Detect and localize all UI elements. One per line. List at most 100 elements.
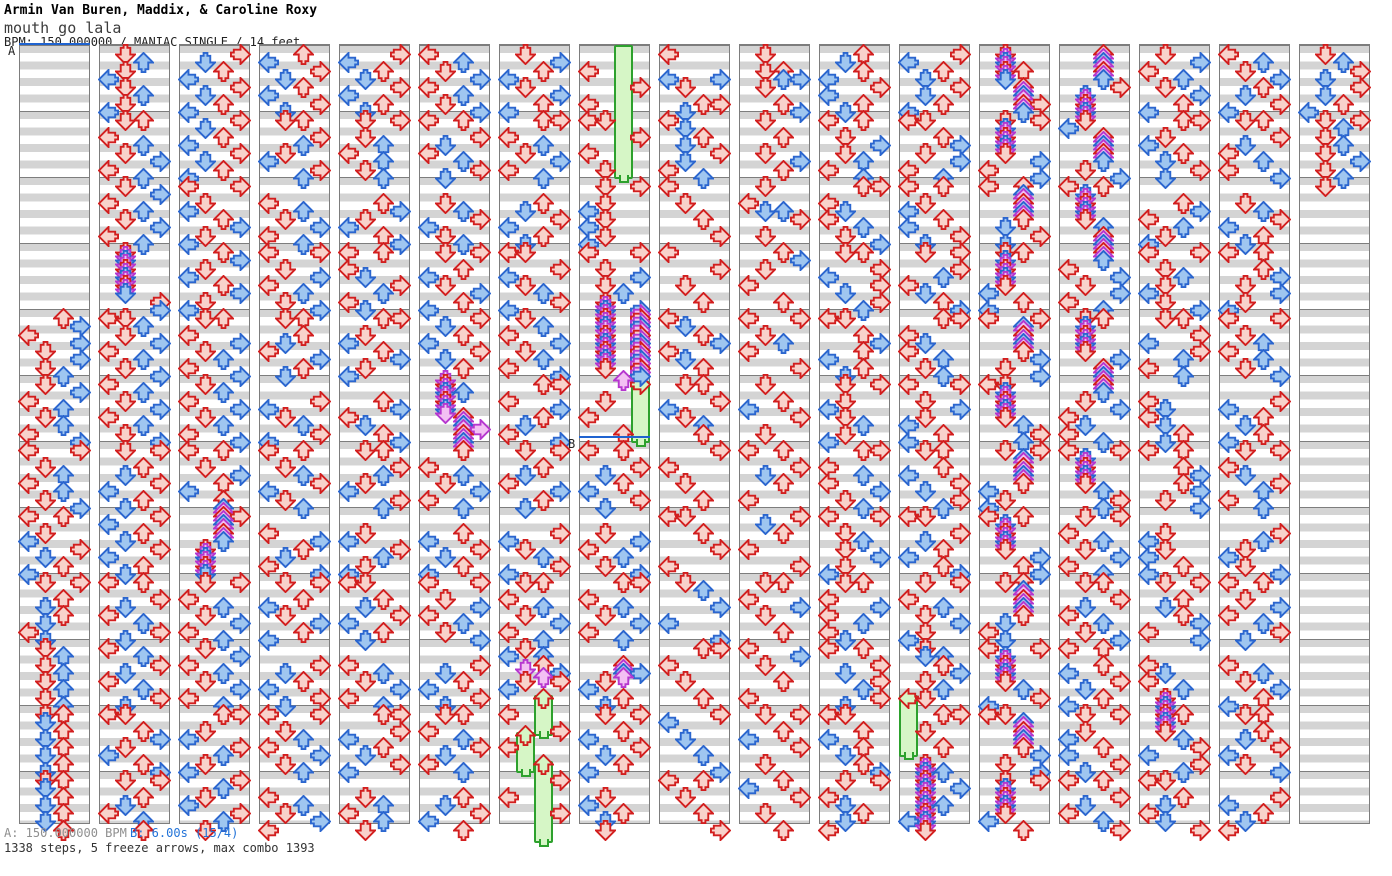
marker-b-line	[579, 436, 650, 438]
note-arrow-up	[933, 94, 954, 115]
note-arrow-up	[453, 820, 474, 841]
note-arrow-right	[470, 572, 491, 593]
note-arrow-up	[773, 572, 794, 593]
note-arrow-left	[1138, 358, 1159, 379]
note-arrow-up	[213, 778, 234, 799]
note-arrow-right	[470, 160, 491, 181]
note-arrow-down	[115, 143, 136, 164]
note-arrow-left	[498, 787, 519, 808]
note-arrow-down	[35, 572, 56, 593]
note-arrow-right	[230, 283, 251, 304]
note-arrow-right	[870, 176, 891, 197]
note-arrow-up	[613, 630, 634, 651]
note-arrow-up	[453, 440, 474, 461]
note-arrow-left	[178, 176, 199, 197]
chart-column-3	[178, 44, 251, 841]
chart-column-1	[18, 44, 91, 841]
note-arrow-up	[53, 556, 74, 577]
note-arrow-right	[1270, 622, 1291, 643]
chart-column-17	[1298, 44, 1371, 824]
note-arrow-left	[178, 325, 199, 346]
note-arrow-left	[98, 69, 119, 90]
note-arrow-right	[710, 597, 731, 618]
note-arrow-up	[773, 160, 794, 181]
note-arrow-up	[133, 110, 154, 131]
note-arrow-right	[790, 787, 811, 808]
note-arrow-down	[195, 226, 216, 247]
note-arrow-right	[790, 308, 811, 329]
note-arrow-right	[150, 333, 171, 354]
note-arrow-down	[195, 341, 216, 362]
note-arrow-left	[738, 490, 759, 511]
note-arrow-up	[373, 283, 394, 304]
note-arrow-left	[498, 102, 519, 123]
note-arrow-right	[1190, 498, 1211, 519]
note-arrow-down	[35, 523, 56, 544]
note-arrow-right	[710, 333, 731, 354]
chart-column-9	[658, 44, 731, 841]
note-arrow-right	[790, 597, 811, 618]
note-arrow-up	[853, 803, 874, 824]
note-arrow-up	[773, 127, 794, 148]
note-arrow-right	[70, 440, 91, 461]
note-arrow-down	[115, 465, 136, 486]
note-arrow-right	[710, 391, 731, 412]
note-arrow-down	[1235, 358, 1256, 379]
note-arrow-right	[390, 754, 411, 775]
note-arrow-right	[1110, 787, 1131, 808]
note-arrow-right	[790, 646, 811, 667]
note-arrow-up	[133, 613, 154, 634]
note-arrow-left	[738, 440, 759, 461]
note-arrow-up	[453, 704, 474, 725]
note-arrow-left	[418, 721, 439, 742]
note-arrow-up	[293, 168, 314, 189]
note-arrow-left	[578, 407, 599, 428]
note-arrow-right	[950, 308, 971, 329]
note-arrow-left	[98, 481, 119, 502]
note-arrow-up	[293, 440, 314, 461]
note-arrow-up	[533, 572, 554, 593]
note-arrow-up	[133, 349, 154, 370]
note-arrow-down	[1235, 754, 1256, 775]
note-arrow-left	[98, 745, 119, 766]
note-arrow-right	[150, 622, 171, 643]
note-arrow-right	[1270, 737, 1291, 758]
note-arrow-left	[818, 820, 839, 841]
note-arrow-right	[1270, 366, 1291, 387]
note-arrow-right	[390, 349, 411, 370]
chart-column-14	[1058, 44, 1131, 841]
note-arrow-up	[533, 61, 554, 82]
note-arrow-down	[115, 770, 136, 791]
note-arrow-up	[933, 737, 954, 758]
note-arrow-up	[53, 308, 74, 329]
chart-column-6	[418, 44, 491, 841]
marker-a-label: A	[8, 44, 16, 58]
chart-column-7	[498, 44, 571, 847]
note-arrow-right	[150, 366, 171, 387]
note-arrow-down	[195, 457, 216, 478]
note-arrow-down	[115, 209, 136, 230]
note-arrow-left	[978, 176, 999, 197]
note-arrow-down	[35, 729, 56, 750]
note-arrow-up	[613, 803, 634, 824]
note-arrow-right	[630, 176, 651, 197]
note-arrow-up	[853, 300, 874, 321]
note-arrow-left	[178, 102, 199, 123]
note-arrow-right	[150, 300, 171, 321]
note-arrow-right	[790, 69, 811, 90]
note-arrow-down	[35, 490, 56, 511]
freeze-arrow-tail	[539, 731, 549, 739]
note-arrow-right	[1190, 160, 1211, 181]
note-arrow-up	[933, 679, 954, 700]
note-arrow-right	[230, 110, 251, 131]
note-arrow-left	[418, 490, 439, 511]
note-arrow-right	[390, 399, 411, 420]
note-arrow-right	[1110, 77, 1131, 98]
note-arrow-up	[133, 646, 154, 667]
marker-a-line	[19, 43, 90, 45]
note-arrow-down	[115, 424, 136, 445]
note-arrow-up	[1093, 176, 1114, 197]
note-arrow-up	[773, 523, 794, 544]
note-arrow-up	[133, 754, 154, 775]
note-arrow-right	[310, 473, 331, 494]
